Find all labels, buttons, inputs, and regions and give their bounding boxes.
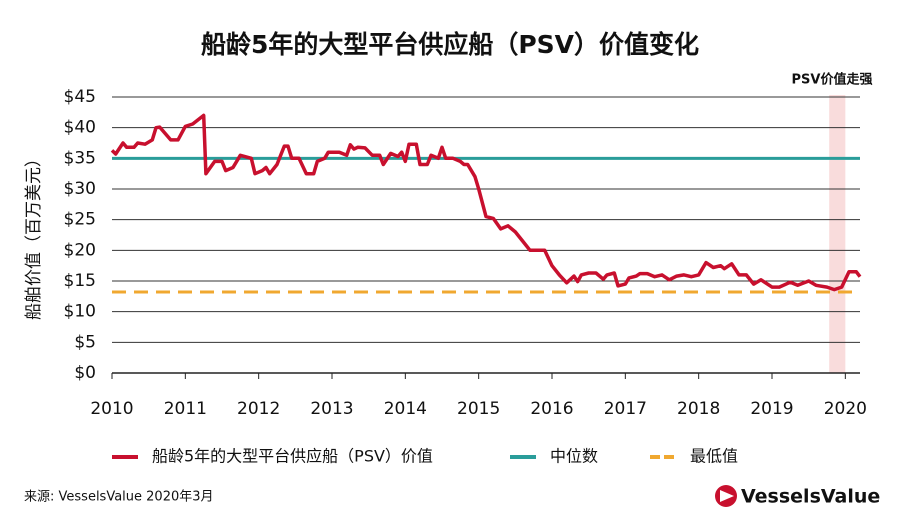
legend-label: 最低值 bbox=[690, 447, 738, 466]
y-tick-label: $35 bbox=[64, 148, 96, 168]
legend-label: 船龄5年的大型平台供应船（PSV）价值 bbox=[152, 447, 433, 466]
y-tick-label: $0 bbox=[74, 363, 96, 383]
y-tick-label: $10 bbox=[64, 302, 96, 322]
x-tick-label: 2011 bbox=[164, 399, 207, 419]
x-tick-label: 2016 bbox=[530, 399, 573, 419]
x-tick-label: 2018 bbox=[677, 399, 720, 419]
y-tick-label: $30 bbox=[64, 179, 96, 199]
highlight-label: PSV价值走强 bbox=[792, 72, 873, 88]
y-axis-label: 船舶价值（百万美元） bbox=[24, 150, 44, 320]
x-tick-label: 2013 bbox=[310, 399, 353, 419]
y-tick-label: $45 bbox=[64, 87, 96, 107]
y-tick-label: $20 bbox=[64, 240, 96, 260]
data-line bbox=[110, 113, 862, 292]
source: 来源: VesselsValue 2020年3月 bbox=[24, 490, 214, 505]
y-tick-label: $15 bbox=[64, 271, 96, 291]
x-tick-label: 2019 bbox=[750, 399, 793, 419]
logo-text: VesselsValue bbox=[741, 486, 880, 508]
highlight-band bbox=[829, 95, 846, 373]
legend-label: 中位数 bbox=[550, 447, 598, 466]
x-tick-label: 2014 bbox=[384, 399, 427, 419]
x-tick-label: 2020 bbox=[824, 399, 867, 419]
logo-icon-arrow bbox=[720, 490, 734, 502]
x-tick-label: 2012 bbox=[237, 399, 280, 419]
chart-title: 船龄5年的大型平台供应船（PSV）价值变化 bbox=[201, 30, 699, 59]
y-tick-label: $25 bbox=[64, 210, 96, 230]
y-tick-label: $40 bbox=[64, 118, 96, 138]
x-tick-label: 2010 bbox=[90, 399, 133, 419]
logo: VesselsValue bbox=[715, 485, 880, 508]
x-tick-label: 2017 bbox=[604, 399, 647, 419]
x-tick-label: 2015 bbox=[457, 399, 500, 419]
y-tick-label: $5 bbox=[74, 332, 96, 352]
